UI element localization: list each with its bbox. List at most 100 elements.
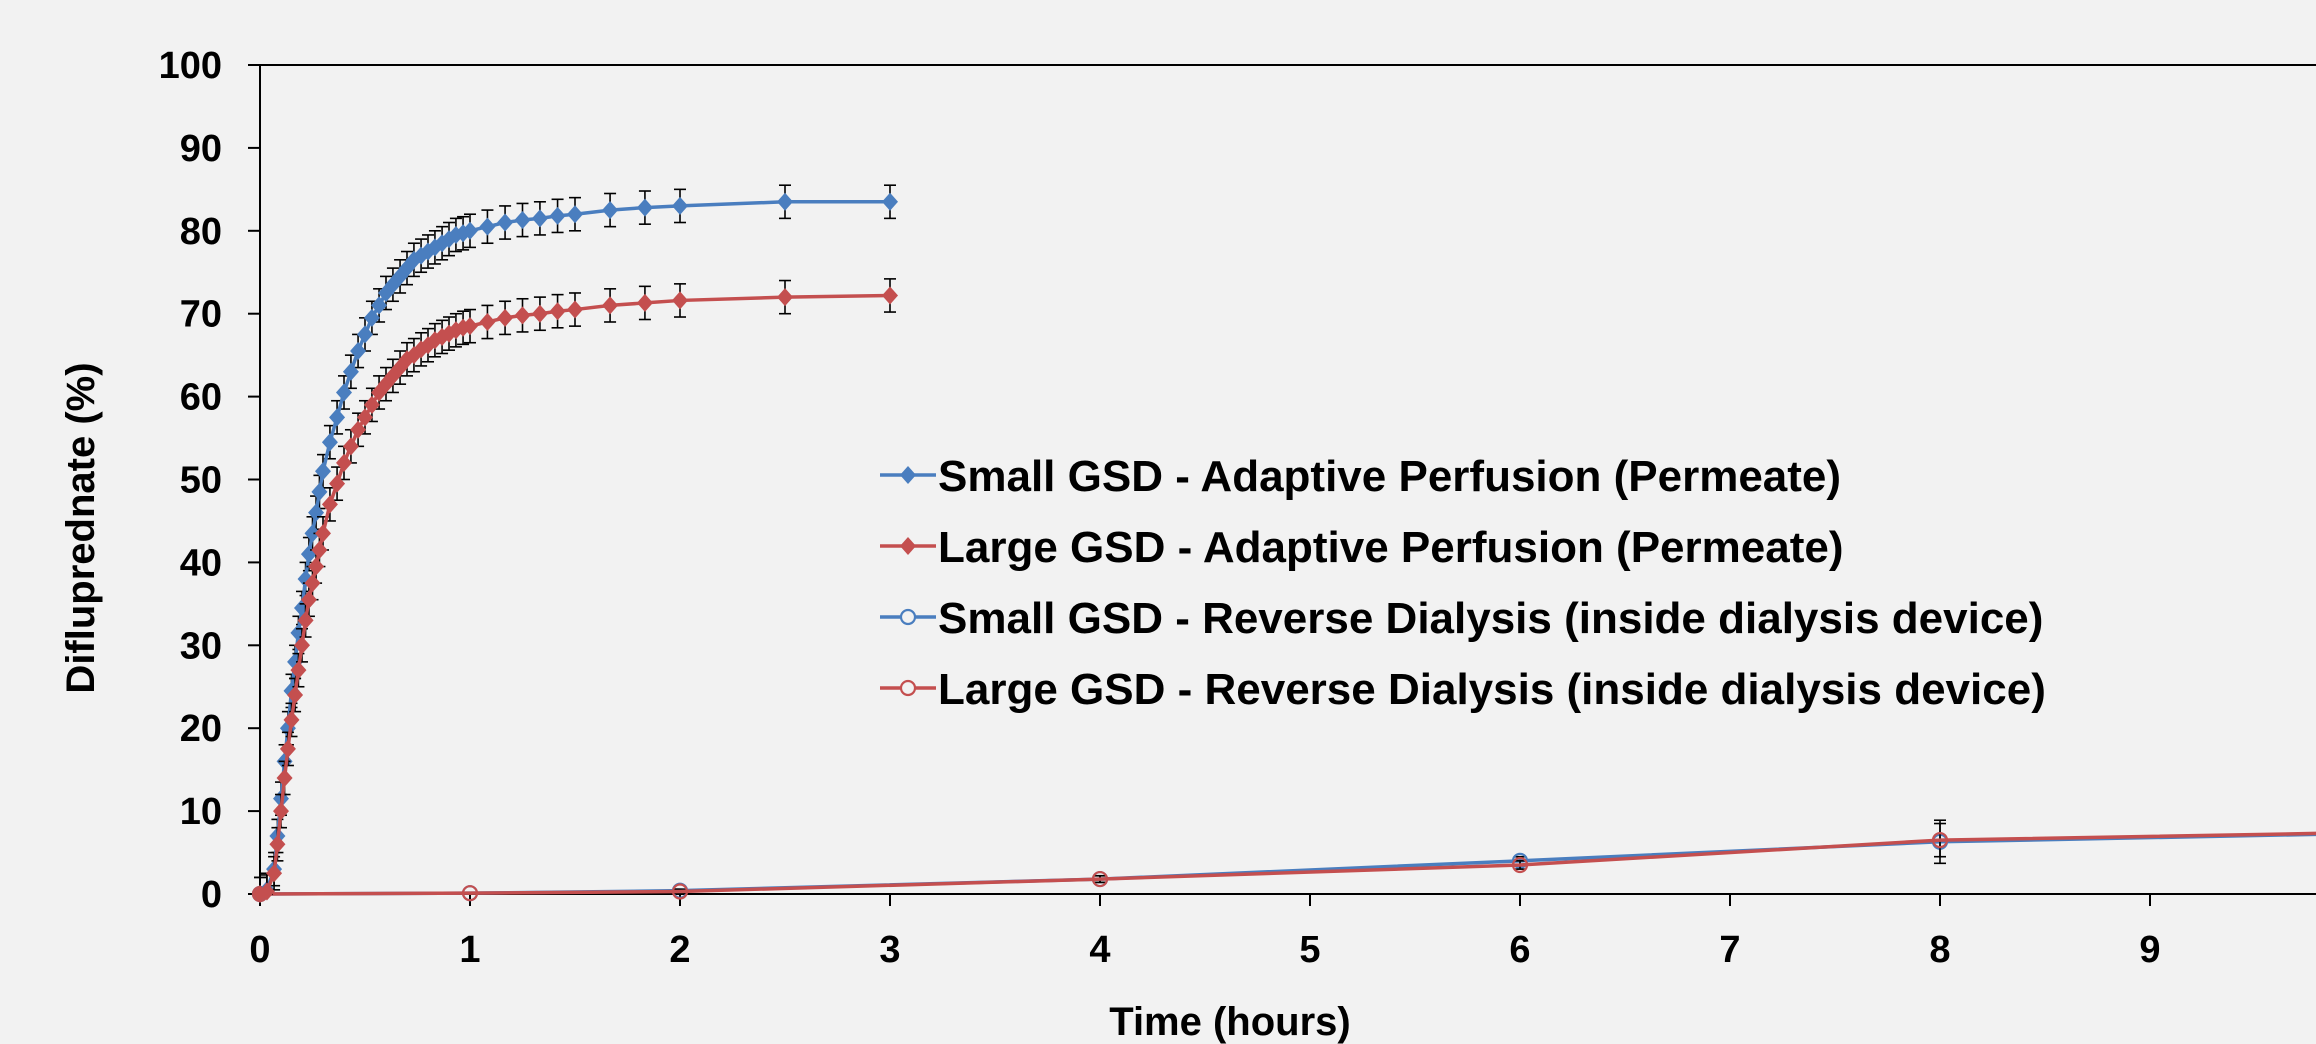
data-point: [479, 217, 496, 236]
x-tick-label: 4: [1089, 929, 1110, 971]
data-point: [462, 317, 478, 336]
data-point: [329, 474, 346, 493]
legend-marker: [899, 679, 917, 697]
data-point: [315, 462, 331, 481]
y-tick-label: 0: [201, 874, 222, 916]
data-point: [294, 636, 310, 655]
data-point: [283, 710, 300, 729]
data-point: [311, 482, 328, 501]
data-point: [672, 291, 688, 310]
x-tick-label: 3: [879, 929, 900, 971]
data-point: [315, 524, 331, 543]
data-point: [276, 768, 293, 787]
y-tick-label: 10: [180, 791, 222, 833]
data-point: [514, 306, 531, 325]
data-point: [342, 362, 359, 381]
data-point: [357, 408, 373, 427]
data-point: [363, 308, 380, 327]
data-point: [461, 885, 479, 902]
y-tick-label: 90: [180, 128, 222, 170]
data-point: [531, 209, 548, 228]
series-line: [259, 832, 2316, 896]
data-point: [602, 296, 619, 315]
data-point: [882, 286, 898, 305]
legend-label: Large GSD - Adaptive Perfusion (Permeate…: [938, 523, 1843, 572]
series-line: [259, 293, 891, 896]
data-point: [549, 206, 566, 225]
series-1: [252, 278, 898, 903]
legend-label: Small GSD - Adaptive Perfusion (Permeate…: [938, 452, 1841, 501]
y-axis-title: Difluprednate (%): [59, 362, 103, 693]
y-tick-label: 100: [159, 45, 222, 87]
data-point: [479, 312, 496, 331]
y-tick-label: 40: [180, 542, 222, 584]
data-point: [1091, 870, 1109, 888]
x-tick-label: 5: [1299, 929, 1320, 971]
data-point: [567, 205, 583, 224]
legend-marker: [899, 608, 917, 626]
x-tick-label: 7: [1719, 929, 1740, 971]
legend-entry: Large GSD - Adaptive Perfusion (Permeate…: [880, 523, 1843, 572]
y-tick-label: 80: [180, 211, 222, 253]
data-point: [636, 198, 653, 217]
series-line: [259, 831, 2316, 896]
data-point: [321, 495, 338, 514]
data-point: [514, 211, 531, 230]
data-point: [266, 864, 283, 883]
data-point: [636, 293, 653, 312]
data-point: [311, 540, 328, 559]
data-point: [336, 453, 352, 472]
data-point: [350, 342, 367, 361]
x-tick-label: 6: [1509, 929, 1530, 971]
legend-entry: Large GSD - Reverse Dialysis (inside dia…: [880, 665, 2046, 714]
data-point: [567, 300, 583, 319]
x-tick-label: 9: [2139, 929, 2160, 971]
data-point: [279, 739, 296, 758]
data-point: [357, 325, 373, 344]
legend-marker: [900, 537, 916, 555]
data-point: [350, 420, 367, 439]
legend-entry: Small GSD - Reverse Dialysis (inside dia…: [880, 594, 2043, 643]
data-point: [342, 437, 359, 456]
data-point: [371, 296, 388, 315]
data-point: [602, 201, 619, 220]
data-point: [777, 288, 793, 307]
data-point: [671, 883, 689, 900]
y-tick-label: 60: [180, 377, 222, 419]
data-point: [304, 524, 321, 543]
data-point: [287, 686, 304, 705]
y-tick-label: 30: [180, 625, 222, 667]
x-tick-label: 8: [1929, 929, 1950, 971]
data-point: [777, 192, 793, 211]
x-axis-title: Time (hours): [1109, 1000, 1351, 1044]
data-point: [531, 304, 548, 323]
data-point: [321, 433, 338, 452]
legend-marker: [900, 466, 916, 484]
data-point: [549, 302, 566, 321]
data-point: [290, 661, 307, 680]
y-tick-label: 70: [180, 294, 222, 336]
y-tick-label: 50: [180, 460, 222, 502]
data-point: [273, 802, 289, 821]
data-point: [300, 590, 317, 609]
x-tick-label: 2: [669, 929, 690, 971]
data-point: [497, 308, 514, 327]
data-point: [1931, 832, 1949, 849]
series-2: [251, 819, 2316, 903]
x-tick-label: 0: [249, 929, 270, 971]
data-point: [258, 882, 275, 901]
data-point: [497, 213, 514, 232]
data-point: [304, 574, 321, 593]
data-point: [462, 221, 478, 240]
data-point: [1511, 856, 1529, 874]
legend-entry: Small GSD - Adaptive Perfusion (Permeate…: [880, 452, 1841, 501]
series-3: [251, 822, 2316, 903]
legend-label: Large GSD - Reverse Dialysis (inside dia…: [938, 665, 2046, 714]
data-point: [297, 611, 314, 630]
data-point: [308, 557, 325, 576]
data-point: [672, 196, 688, 215]
data-point: [329, 408, 346, 427]
data-point: [882, 192, 898, 211]
data-point: [363, 395, 380, 414]
